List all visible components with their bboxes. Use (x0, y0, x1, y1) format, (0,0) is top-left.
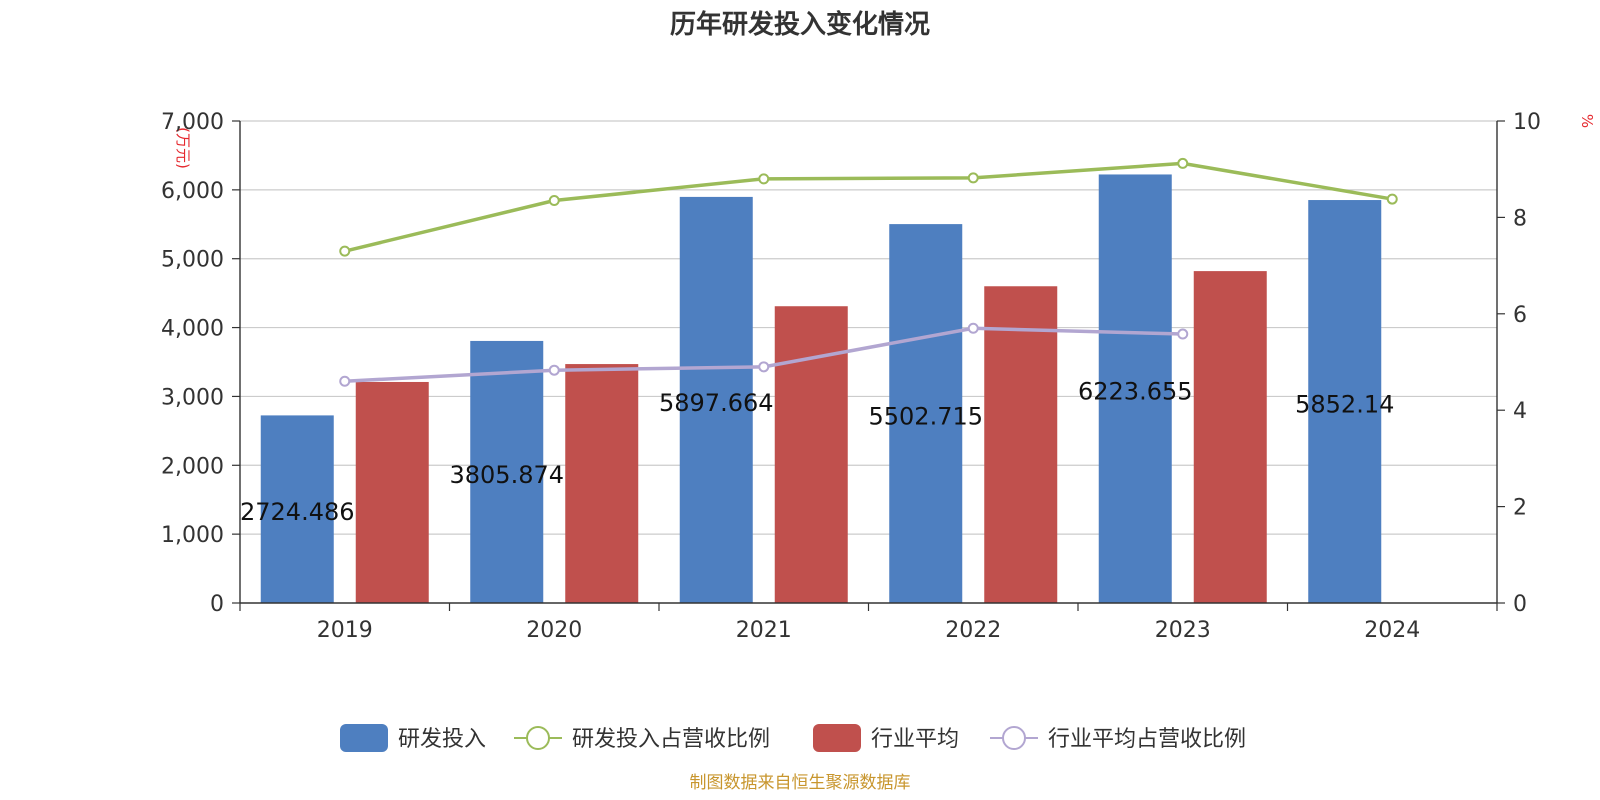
left-tick-label: 1,000 (161, 523, 224, 548)
bar (774, 306, 848, 603)
x-tick-label: 2021 (736, 618, 792, 643)
x-tick-label: 2020 (526, 618, 582, 643)
left-axis-unit: (万元) (174, 127, 192, 169)
legend-label: 行业平均 (871, 727, 959, 752)
right-tick-label: 2 (1513, 496, 1527, 521)
grid (240, 120, 1497, 535)
bar (355, 381, 429, 603)
bar-data-label: 3805.874 (449, 461, 564, 489)
right-tick-label: 8 (1513, 206, 1527, 231)
left-tick-label: 2,000 (161, 454, 224, 479)
bar (1308, 200, 1382, 603)
line-point (1386, 193, 1398, 205)
line-point (548, 195, 560, 207)
x-tick-label: 2022 (945, 618, 1001, 643)
left-tick-label: 4,000 (161, 317, 224, 342)
legend-marker (1002, 726, 1026, 750)
bar (1193, 271, 1267, 603)
legend-swatch (340, 724, 388, 752)
line-point (1177, 328, 1189, 340)
line-point (339, 375, 351, 387)
line-point (967, 172, 979, 184)
bar (889, 224, 963, 604)
bar-data-label: 2724.486 (240, 498, 355, 526)
bar-data-label: 5502.715 (868, 403, 983, 431)
source-note: 制图数据来自恒生聚源数据库 (690, 773, 911, 793)
series-line (344, 161, 1393, 253)
bars (260, 174, 1382, 604)
left-tick-label: 3,000 (161, 385, 224, 410)
data-labels: 2724.486 3805.874 5897.664 5502.715 6223.655… (240, 378, 1394, 526)
bar-data-label: 5897.664 (659, 389, 774, 417)
x-tick-label: 2019 (317, 618, 373, 643)
right-tick-label: 6 (1513, 303, 1527, 328)
bar (1098, 174, 1172, 603)
x-tick-label: 2024 (1364, 618, 1420, 643)
line-point (548, 364, 560, 376)
right-tick-label: 10 (1513, 110, 1541, 135)
left-tick-label: 6,000 (161, 179, 224, 204)
chart-title: 历年研发投入变化情况 (670, 9, 930, 40)
right-tick-label: 4 (1513, 399, 1527, 424)
line-point (339, 245, 351, 257)
line-point (758, 361, 770, 373)
bar (565, 364, 639, 603)
line-point (1177, 157, 1189, 169)
legend-swatch (813, 724, 861, 752)
legend-marker (526, 726, 550, 750)
right-tick-label: 0 (1513, 592, 1527, 617)
left-tick-label: 0 (210, 592, 224, 617)
left-tick-label: 5,000 (161, 248, 224, 273)
legend: 研发投入 研发投入占营收比例 行业平均 行业平均占营收比例 (340, 724, 1246, 752)
line-point (967, 322, 979, 334)
bar-data-label: 5852.14 (1295, 391, 1394, 419)
left-tick-label: 7,000 (161, 110, 224, 135)
bar (679, 196, 753, 604)
legend-label: 研发投入 (398, 727, 486, 752)
right-axis-unit: % (1578, 114, 1596, 128)
bar (984, 286, 1058, 603)
legend-label: 行业平均占营收比例 (1048, 727, 1246, 752)
axes: 0 1,000 2,000 3,000 4,000 5,000 6,000 7,000 0 2 4 6… (161, 110, 1541, 643)
legend-label: 研发投入占营收比例 (572, 727, 770, 752)
bar (470, 340, 544, 603)
bar-data-label: 6223.655 (1078, 378, 1193, 406)
line-point (758, 173, 770, 185)
lines (339, 157, 1398, 387)
bar (260, 415, 334, 603)
x-tick-label: 2023 (1155, 618, 1211, 643)
